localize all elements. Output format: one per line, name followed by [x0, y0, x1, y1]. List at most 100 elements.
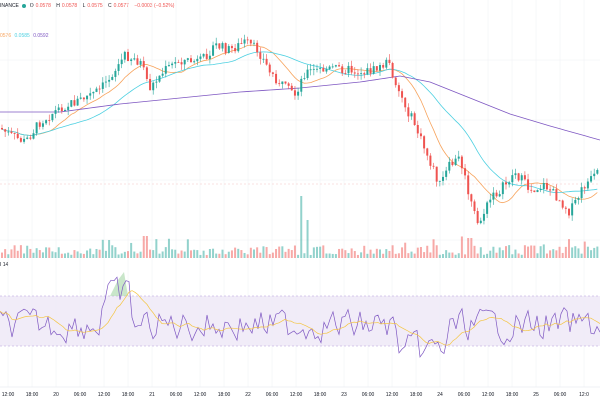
- time-tick-label: 18:00: [217, 392, 231, 398]
- candle-body: [369, 68, 372, 74]
- volume-bar: [271, 252, 274, 258]
- candle-body: [249, 39, 252, 44]
- volume-bar: [545, 253, 548, 258]
- candle-body: [564, 207, 567, 209]
- volume-bar: [423, 252, 426, 258]
- volume-bar: [297, 254, 300, 258]
- volume-bar: [350, 248, 353, 258]
- candle-body: [158, 75, 161, 82]
- volume-bar: [533, 245, 536, 258]
- volume-bar: [583, 241, 586, 258]
- volume-bar: [32, 252, 35, 258]
- volume-bar: [259, 252, 262, 258]
- candle-body: [363, 73, 366, 75]
- time-tick-label: 12:00: [481, 392, 495, 398]
- candle-body: [98, 88, 101, 90]
- volume-bar: [366, 253, 369, 258]
- volume-bar: [574, 246, 577, 258]
- candle-body: [234, 48, 237, 52]
- candle-body: [41, 123, 44, 127]
- volume-bar: [54, 252, 57, 258]
- volume-bar: [89, 248, 92, 258]
- volume-bar: [104, 250, 107, 258]
- volume-bar: [460, 236, 463, 258]
- candle-body: [293, 90, 296, 96]
- volume-bar: [590, 250, 593, 258]
- candle-body: [89, 93, 92, 96]
- candle-body: [523, 175, 526, 180]
- candle-body: [331, 66, 334, 68]
- volume-bar: [174, 249, 177, 258]
- candle-body: [48, 120, 51, 121]
- candle-body: [177, 62, 180, 63]
- volume-bar: [325, 253, 328, 258]
- volume-bar: [278, 246, 281, 258]
- rsi-overbought-fill: [110, 272, 128, 296]
- candle-body: [375, 66, 378, 71]
- candle-body: [193, 61, 196, 63]
- volume-bar: [495, 252, 498, 258]
- volume-bar: [596, 246, 599, 258]
- volume-bar: [558, 246, 561, 258]
- candle-body: [319, 67, 322, 69]
- time-tick-label: 12:00: [193, 392, 207, 398]
- volume-bar: [243, 252, 246, 258]
- volume-bar: [190, 250, 192, 258]
- candle-body: [29, 137, 32, 139]
- volume-bar: [457, 253, 460, 258]
- candle-body: [457, 156, 460, 159]
- candle-body: [580, 187, 583, 199]
- volume-bar: [26, 245, 29, 258]
- candle-body: [577, 198, 580, 200]
- volume-bar: [205, 254, 208, 258]
- candle-body: [23, 138, 26, 142]
- volume-bar: [394, 253, 397, 258]
- volume-bar: [117, 254, 120, 258]
- candle-body: [152, 82, 155, 91]
- candle-body: [382, 65, 385, 68]
- volume-bar: [149, 249, 152, 258]
- candle-body: [489, 199, 492, 203]
- ma-legend: 0576 0.0585 0.0592: [0, 33, 51, 39]
- volume-bar: [586, 246, 589, 258]
- time-tick-label: 06:00: [73, 392, 87, 398]
- candle-body: [221, 43, 224, 49]
- volume-bar: [407, 253, 410, 258]
- candle-body: [328, 66, 331, 70]
- volume-bar: [416, 247, 419, 258]
- candle-body: [338, 65, 341, 67]
- volume-bar: [448, 252, 451, 258]
- candle-body: [95, 88, 98, 92]
- candle-body: [505, 182, 507, 185]
- volume-bar: [281, 246, 284, 258]
- candle-body: [19, 138, 22, 142]
- volume-bar: [164, 247, 167, 258]
- time-tick-label: 06:00: [457, 392, 471, 398]
- volume-bar: [208, 249, 211, 258]
- candle-body: [64, 109, 66, 111]
- volume-bar: [470, 238, 473, 258]
- volume-bar: [388, 250, 391, 258]
- candle-body: [136, 58, 139, 65]
- volume-bar: [501, 250, 504, 258]
- candle-body: [536, 190, 539, 193]
- candle-body: [60, 107, 63, 111]
- volume-bar: [253, 249, 255, 258]
- candle-body: [1, 128, 3, 130]
- status-dot-icon: [22, 3, 27, 8]
- volume-bar: [287, 248, 290, 258]
- ohlc-legend: INANCE O 0.0578 H 0.0578 L 0.0575 C 0.0577 −…: [0, 3, 176, 9]
- candle-body: [57, 107, 60, 111]
- candle-body: [130, 59, 133, 61]
- candle-body: [341, 66, 344, 73]
- candle-body: [385, 59, 388, 68]
- candle-body: [297, 91, 300, 96]
- candle-body: [316, 68, 318, 70]
- volume-bar: [580, 253, 583, 258]
- symbol-label: INANCE: [0, 3, 19, 9]
- volume-bar: [498, 247, 501, 258]
- volume-bar: [246, 254, 249, 258]
- volume-bar: [127, 251, 129, 258]
- candle-body: [174, 62, 177, 64]
